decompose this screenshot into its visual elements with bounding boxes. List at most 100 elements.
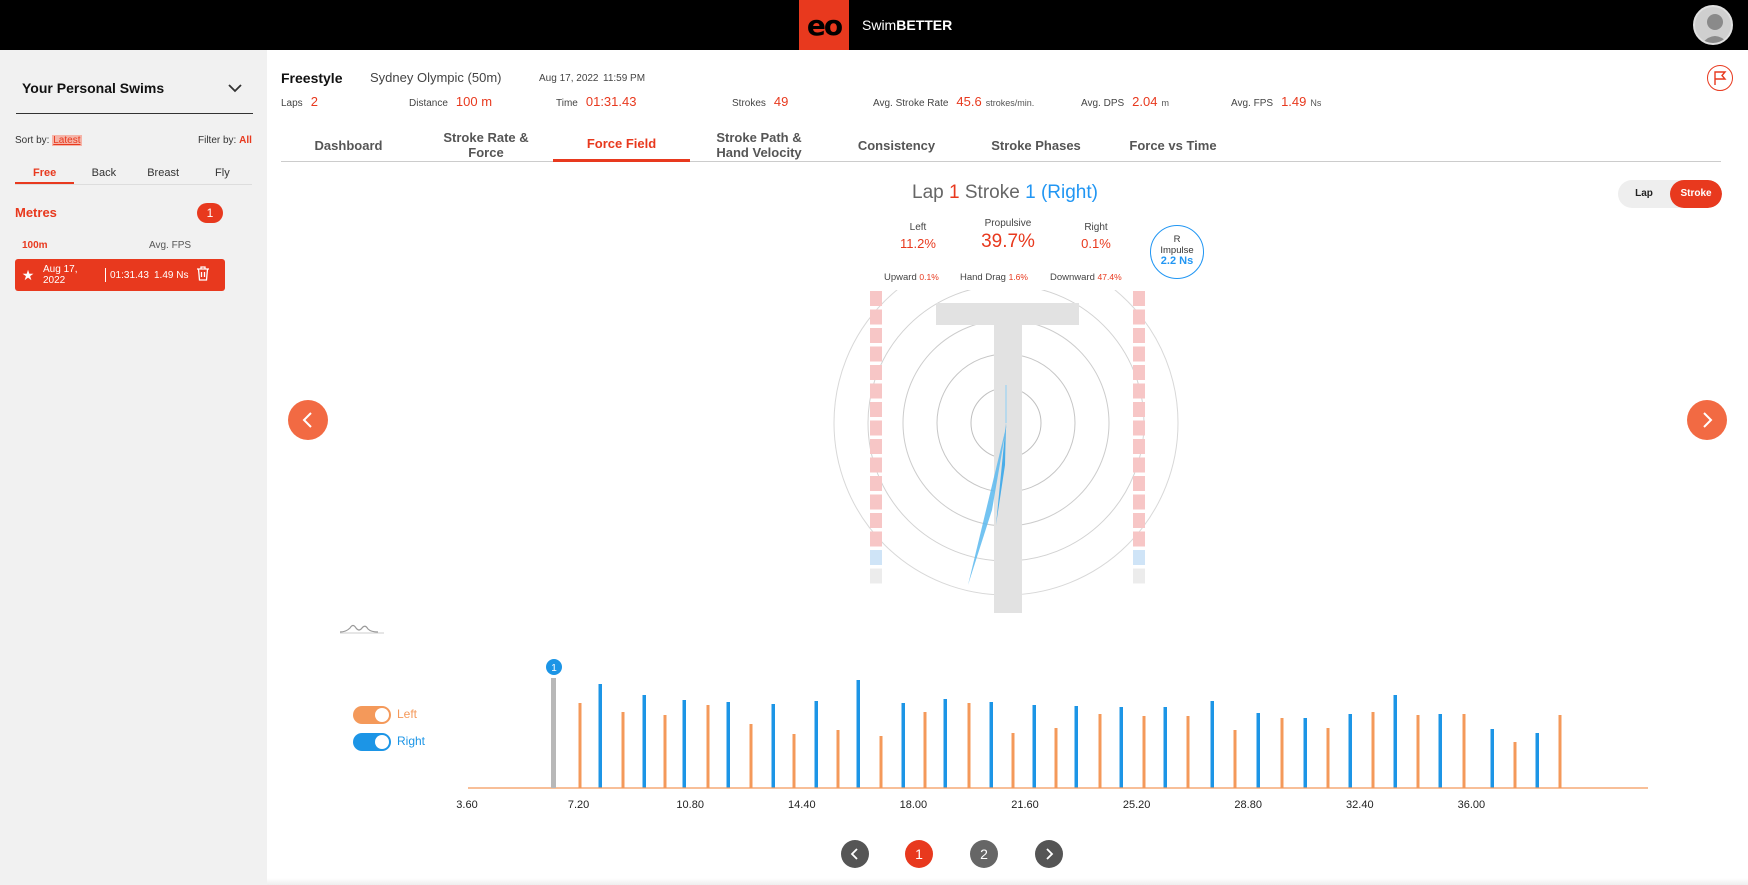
right-stroke-bar[interactable] xyxy=(1163,707,1168,788)
right-stroke-bar[interactable] xyxy=(1535,733,1540,788)
filter-value[interactable]: All xyxy=(239,135,252,146)
right-stroke-bar[interactable] xyxy=(1348,714,1353,788)
sort-value[interactable]: Latest xyxy=(52,135,82,146)
force-segment xyxy=(1133,568,1145,584)
force-segment xyxy=(870,291,882,306)
right-stroke-bar[interactable] xyxy=(1438,714,1443,788)
pager-prev-button[interactable] xyxy=(841,840,869,868)
left-stroke-bar[interactable] xyxy=(1098,714,1102,788)
right-stroke-bar[interactable] xyxy=(989,702,994,788)
left-stroke-bar[interactable] xyxy=(663,715,667,788)
pager-page-1[interactable]: 1 xyxy=(905,840,933,868)
pager-next-button[interactable] xyxy=(1035,840,1063,868)
right-stroke-bar[interactable] xyxy=(1074,706,1079,788)
stroke-bars xyxy=(578,680,1562,788)
tab-breast[interactable]: Breast xyxy=(147,167,180,179)
right-stroke-bar[interactable] xyxy=(1303,718,1308,788)
right-stroke-bar[interactable] xyxy=(598,684,603,788)
left-stroke-bar[interactable] xyxy=(1280,718,1284,788)
waveform-icon[interactable] xyxy=(338,620,386,636)
left-stroke-bar[interactable] xyxy=(1054,728,1058,788)
tab-consistency[interactable]: Consistency xyxy=(857,137,936,153)
strokes-value: 49 xyxy=(773,94,789,109)
right-stroke-bar[interactable] xyxy=(814,701,819,788)
tab-stroke-rate-force[interactable]: Stroke Rate & Force xyxy=(421,128,551,162)
hand-drag-force: Hand Drag 1.6% xyxy=(960,272,1028,283)
left-stroke-bar[interactable] xyxy=(706,705,710,788)
filter-control[interactable]: Filter by: All xyxy=(198,135,252,146)
left-stroke-bar[interactable] xyxy=(1558,715,1562,788)
pool-name: Sydney Olympic (50m) xyxy=(370,70,502,85)
left-stroke-bar[interactable] xyxy=(879,736,883,788)
x-tick-label: 21.60 xyxy=(1011,799,1039,811)
toggle-lap[interactable]: Lap xyxy=(1635,188,1653,199)
selected-stroke-marker[interactable]: 1 xyxy=(546,659,562,788)
left-stroke-bar[interactable] xyxy=(578,703,582,788)
right-stroke-bar[interactable] xyxy=(856,680,861,788)
right-series-toggle[interactable] xyxy=(353,733,391,751)
previous-stroke-button[interactable] xyxy=(288,400,328,440)
propulsive-label: Propulsive xyxy=(984,218,1032,229)
propulsive-value: 39.7% xyxy=(981,231,1035,252)
flag-button[interactable] xyxy=(1707,65,1733,91)
metres-section-label[interactable]: Metres xyxy=(15,205,57,220)
right-stroke-bar[interactable] xyxy=(1210,701,1215,788)
left-stroke-bar[interactable] xyxy=(1416,715,1420,788)
tab-free[interactable]: Free xyxy=(15,161,75,184)
left-stroke-bar[interactable] xyxy=(923,712,927,788)
left-stroke-bar[interactable] xyxy=(1513,742,1517,788)
upward-force: Upward 0.1% xyxy=(884,272,939,283)
left-stroke-bar[interactable] xyxy=(1326,728,1330,788)
avatar[interactable] xyxy=(1693,5,1733,45)
force-segment xyxy=(1133,513,1145,528)
left-stroke-bar[interactable] xyxy=(749,724,753,788)
right-stroke-bar[interactable] xyxy=(682,700,687,788)
tab-fly[interactable]: Fly xyxy=(215,167,230,179)
left-stroke-bar[interactable] xyxy=(1462,714,1466,788)
right-label: Right xyxy=(1084,222,1108,233)
tab-force-vs-time[interactable]: Force vs Time xyxy=(1129,137,1217,153)
rate-label: Avg. Stroke Rate xyxy=(873,98,949,109)
stroke-name: Freestyle xyxy=(281,70,343,86)
left-stroke-bar[interactable] xyxy=(792,734,796,788)
tab-stroke-path[interactable]: Stroke Path & Hand Velocity xyxy=(693,128,825,162)
swim-list-item[interactable]: ★ Aug 17, 2022 01:31.43 1.49 Ns xyxy=(15,259,225,291)
star-icon[interactable]: ★ xyxy=(21,266,35,283)
left-stroke-bar[interactable] xyxy=(1011,733,1015,788)
left-force: Left 11.2% xyxy=(888,222,948,251)
right-stroke-bar[interactable] xyxy=(1256,713,1261,788)
right-stroke-bar[interactable] xyxy=(1393,695,1398,788)
sort-control[interactable]: Sort by: Latest xyxy=(15,135,82,146)
left-stroke-bar[interactable] xyxy=(967,703,971,788)
app-title-prefix: Swim xyxy=(862,17,897,33)
left-stroke-bar[interactable] xyxy=(1371,712,1375,788)
eo-logo[interactable]: eo xyxy=(799,0,849,50)
toggle-stroke[interactable]: Stroke xyxy=(1670,180,1722,208)
right-stroke-bar[interactable] xyxy=(943,699,948,788)
x-tick-label: 32.40 xyxy=(1346,799,1374,811)
force-segment xyxy=(870,328,882,343)
right-stroke-bar[interactable] xyxy=(1119,707,1124,788)
tab-force-field[interactable]: Force Field xyxy=(553,128,690,162)
left-stroke-bar[interactable] xyxy=(621,712,625,788)
pager-page-2[interactable]: 2 xyxy=(970,840,998,868)
trash-icon[interactable] xyxy=(196,266,214,284)
right-stroke-bar[interactable] xyxy=(642,695,647,788)
left-stroke-bar[interactable] xyxy=(1142,716,1146,788)
next-stroke-button[interactable] xyxy=(1687,400,1727,440)
right-stroke-bar[interactable] xyxy=(726,702,731,788)
left-stroke-bar[interactable] xyxy=(1233,730,1237,788)
tab-dashboard[interactable]: Dashboard xyxy=(314,137,383,153)
strokes-label: Strokes xyxy=(732,98,766,109)
chevron-down-icon[interactable] xyxy=(227,80,243,96)
tab-back[interactable]: Back xyxy=(91,167,117,179)
right-stroke-bar[interactable] xyxy=(1490,729,1495,788)
right-stroke-bar[interactable] xyxy=(771,704,776,788)
right-stroke-bar[interactable] xyxy=(901,703,906,788)
right-stroke-bar[interactable] xyxy=(1032,705,1037,788)
left-stroke-bar[interactable] xyxy=(1186,716,1190,788)
left-stroke-bar[interactable] xyxy=(836,730,840,788)
tab-stroke-phases[interactable]: Stroke Phases xyxy=(991,137,1081,153)
left-series-toggle[interactable] xyxy=(353,706,391,724)
sidebar: Your Personal Swims Sort by: Latest Filt… xyxy=(0,50,267,885)
